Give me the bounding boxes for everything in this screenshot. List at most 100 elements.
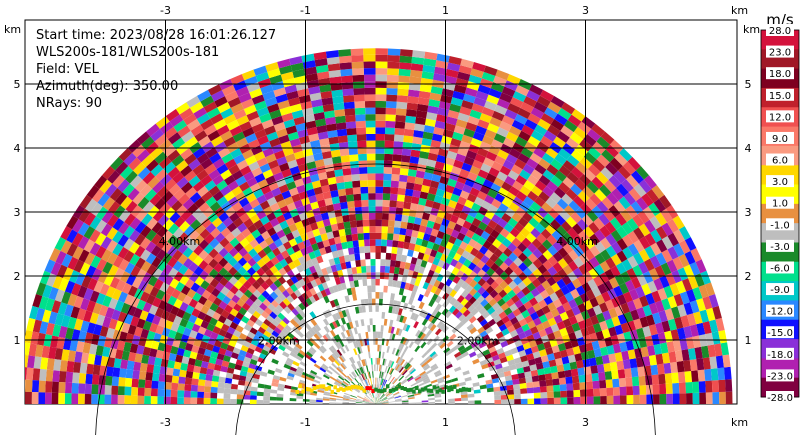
range-gate [408, 209, 417, 218]
range-gate [379, 378, 382, 385]
range-gate [257, 178, 269, 189]
range-gate [365, 379, 369, 386]
range-gate [520, 388, 528, 394]
range-gate [237, 354, 246, 362]
range-gate [497, 372, 505, 378]
range-gate [146, 264, 157, 276]
range-gate [305, 120, 317, 130]
surface-gate [467, 387, 472, 392]
range-gate [427, 152, 438, 162]
range-gate [25, 391, 32, 404]
range-gate [408, 283, 415, 292]
range-gate [470, 307, 479, 316]
range-gate [507, 359, 516, 366]
range-gate [238, 284, 248, 294]
range-gate [635, 286, 646, 298]
range-gate [232, 329, 242, 338]
range-gate [117, 246, 129, 260]
range-gate [515, 85, 530, 97]
range-gate [274, 193, 285, 203]
range-gate [647, 345, 656, 356]
range-gate [567, 397, 574, 404]
range-gate [308, 195, 318, 204]
range-gate [541, 305, 551, 315]
range-gate [129, 343, 139, 354]
range-gate [408, 341, 415, 349]
range-gate [359, 367, 364, 374]
range-gate [266, 196, 277, 207]
range-gate [458, 255, 467, 265]
range-gate [322, 396, 330, 400]
range-gate [654, 265, 666, 279]
range-gate [542, 260, 553, 271]
range-gate [408, 242, 416, 251]
surface-gate [458, 388, 463, 393]
range-gate [678, 253, 690, 268]
range-gate [596, 363, 605, 373]
surface-gate [461, 386, 466, 391]
range-gate [356, 127, 367, 135]
range-gate [388, 367, 393, 375]
range-gate [352, 187, 361, 195]
range-gate [71, 329, 81, 341]
range-gate [77, 235, 90, 250]
range-gate [285, 345, 294, 352]
range-gate [497, 187, 509, 198]
range-gate [203, 314, 213, 324]
range-gate [464, 292, 473, 302]
range-gate [375, 402, 382, 404]
range-gate [481, 363, 489, 370]
range-gate [449, 297, 457, 306]
range-gate [151, 256, 162, 268]
range-gate [248, 293, 258, 303]
range-gate [277, 284, 286, 293]
range-gate [185, 370, 194, 379]
range-gate [375, 357, 378, 365]
range-gate [253, 151, 266, 162]
range-gate [198, 239, 210, 250]
range-gate [698, 284, 709, 299]
range-gate [481, 263, 491, 273]
surface-gate [397, 384, 402, 389]
range-gate [459, 306, 468, 314]
surface-gate [380, 389, 384, 394]
range-gate [27, 355, 36, 369]
range-gate [539, 380, 547, 387]
range-gate [567, 114, 582, 127]
range-gate [316, 165, 327, 174]
range-gate [186, 95, 201, 108]
range-gate [725, 379, 733, 392]
info-start-time: Start time: 2023/08/28 16:01:26.127 [36, 28, 276, 43]
range-gate [639, 385, 647, 395]
range-gate [605, 257, 616, 269]
range-gate [632, 297, 643, 310]
range-gate [163, 126, 178, 140]
range-gate [424, 226, 433, 235]
range-gate [558, 377, 567, 385]
range-gate [407, 89, 420, 98]
range-gate [550, 158, 563, 171]
range-gate [257, 249, 267, 259]
range-gate [432, 243, 440, 252]
range-gate [423, 171, 434, 181]
range-gate [479, 330, 488, 338]
range-gate [381, 232, 388, 240]
range-gate [269, 137, 281, 148]
colorbar-tick-label: -28.0 [767, 393, 793, 404]
range-gate [249, 182, 261, 193]
range-gate [326, 231, 334, 240]
range-gate [551, 344, 560, 354]
range-gate [251, 262, 261, 272]
range-gate [692, 335, 702, 348]
range-gate [647, 280, 658, 293]
range-gate [132, 370, 140, 380]
range-gate [277, 383, 285, 388]
range-gate [492, 339, 501, 347]
range-gate [671, 270, 682, 284]
range-gate [322, 318, 330, 326]
range-gate [375, 120, 386, 128]
range-gate [56, 264, 68, 279]
range-gate [307, 216, 317, 225]
range-gate [83, 239, 95, 253]
range-gate [40, 270, 51, 285]
